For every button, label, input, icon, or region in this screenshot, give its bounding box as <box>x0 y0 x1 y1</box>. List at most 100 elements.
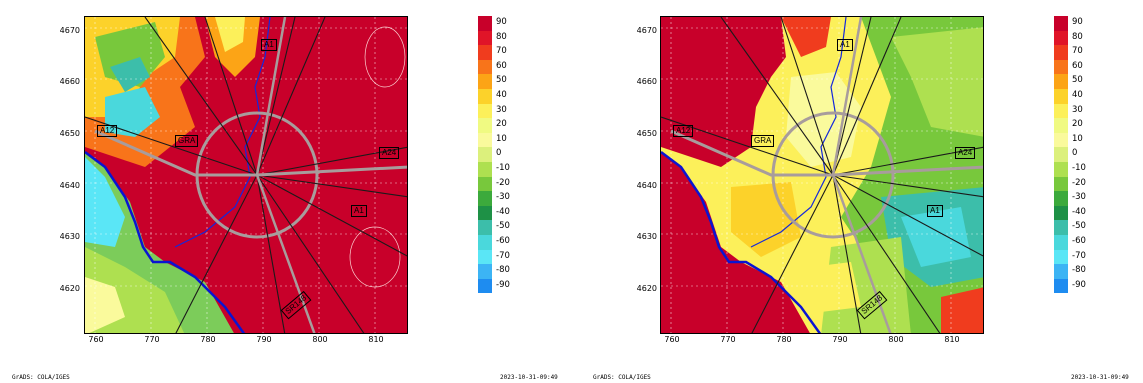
colorbar-segment <box>478 30 492 46</box>
colorbar-label: -70 <box>1072 250 1086 261</box>
y-tick: 4660 <box>636 77 657 86</box>
colorbar-label: -60 <box>496 236 510 246</box>
road-label-a24: A24 <box>955 147 976 159</box>
colorbar-segment <box>478 74 492 89</box>
footer-timestamp: 2023-10-31-09:49 <box>1071 374 1129 381</box>
footer-credit: GrADS: COLA/IGES <box>593 374 651 381</box>
y-tick: 4660 <box>59 77 80 86</box>
colorbar-label: 60 <box>1072 60 1083 71</box>
map-panel-left: 4670 4660 4650 4640 4630 4620 <box>0 0 571 383</box>
colorbar-segment <box>478 147 492 162</box>
colorbar-segment <box>478 132 492 148</box>
footer-timestamp: 2023-10-31-09:49 <box>500 374 558 381</box>
colorbar-segment <box>1054 191 1068 206</box>
y-tick: 4630 <box>636 232 657 241</box>
colorbar-label: 90 <box>496 17 507 27</box>
colorbar-label: 70 <box>1072 46 1083 57</box>
colorbar-label: 60 <box>496 60 507 71</box>
map-panel-right: 4670 4660 4650 4640 4630 4620 <box>571 0 1142 383</box>
colorbar-segment <box>1054 45 1068 60</box>
y-tick: 4640 <box>636 181 657 190</box>
x-tick: 800 <box>312 335 328 344</box>
footer-credit: GrADS: COLA/IGES <box>12 374 70 381</box>
colorbar-label: 40 <box>1072 90 1083 100</box>
colorbar-label: -20 <box>496 177 510 188</box>
colorbar-segment <box>1054 147 1068 162</box>
colorbar-label: -40 <box>1072 206 1086 217</box>
colorbar-segment <box>478 45 492 60</box>
colorbar-segment <box>1054 88 1068 104</box>
y-tick: 4650 <box>59 129 80 138</box>
x-tick: 790 <box>832 335 848 344</box>
colorbar-label: 80 <box>496 31 507 42</box>
x-tick: 770 <box>144 335 160 344</box>
colorbar-segment <box>1054 30 1068 46</box>
colorbar-segment <box>1054 132 1068 148</box>
colorbar-segment <box>478 176 492 192</box>
colorbar-label: -80 <box>1072 265 1086 276</box>
x-tick: 760 <box>664 335 680 344</box>
y-tick: 4630 <box>59 232 80 241</box>
colorbar-label: 20 <box>496 119 507 130</box>
x-tick: 800 <box>888 335 904 344</box>
colorbar-label: -50 <box>496 221 510 232</box>
colorbar-segment <box>478 220 492 235</box>
colorbar-segment <box>1054 59 1068 75</box>
colorbar-segment <box>478 191 492 206</box>
colorbar-label: 10 <box>1072 133 1083 144</box>
colorbar-label: -80 <box>496 265 510 276</box>
colorbar-segment <box>1054 278 1068 294</box>
colorbar-label: -60 <box>1072 236 1086 246</box>
colorbar-label: 90 <box>1072 17 1083 27</box>
x-tick: 780 <box>776 335 792 344</box>
colorbar-label: 20 <box>1072 119 1083 130</box>
colorbar-label: 10 <box>496 133 507 144</box>
colorbar-segment <box>1054 205 1068 221</box>
colorbar-label: -90 <box>496 279 510 290</box>
colorbar-label: 80 <box>1072 31 1083 42</box>
colorbar-segment <box>478 103 492 119</box>
x-tick: 770 <box>720 335 736 344</box>
colorbar-segment <box>1054 16 1068 31</box>
road-label-a12: A12 <box>673 125 694 137</box>
colorbar-segment <box>1054 74 1068 89</box>
field-map: A1 A12 GRA A24 A1 SR148 <box>660 16 984 334</box>
x-tick: 780 <box>200 335 216 344</box>
colorbar-segment <box>1054 161 1068 177</box>
colorbar <box>478 16 492 294</box>
x-tick: 810 <box>368 335 384 344</box>
x-tick: 810 <box>944 335 960 344</box>
colorbar-label: -50 <box>1072 221 1086 232</box>
colorbar-label: -30 <box>496 192 510 203</box>
colorbar-segment <box>478 278 492 294</box>
colorbar-segment <box>1054 176 1068 192</box>
colorbar-segment <box>478 205 492 221</box>
colorbar-segment <box>478 234 492 250</box>
y-tick: 4670 <box>636 26 657 35</box>
road-label-a12: A12 <box>97 125 118 137</box>
y-tick: 4620 <box>59 284 80 293</box>
colorbar-segment <box>478 88 492 104</box>
colorbar-segment <box>1054 118 1068 133</box>
colorbar-label: -90 <box>1072 279 1086 290</box>
colorbar-label: 50 <box>1072 75 1083 86</box>
colorbar-label: -20 <box>1072 177 1086 188</box>
colorbar-label: 70 <box>496 46 507 57</box>
x-tick: 790 <box>256 335 272 344</box>
colorbar-label: 50 <box>496 75 507 86</box>
colorbar-segment <box>1054 249 1068 265</box>
colorbar-segment <box>1054 220 1068 235</box>
colorbar-segment <box>478 118 492 133</box>
colorbar-segment <box>478 161 492 177</box>
colorbar-segment <box>478 264 492 279</box>
colorbar-segment <box>1054 234 1068 250</box>
road-label-a1-south: A1 <box>927 205 943 217</box>
colorbar-label: -40 <box>496 206 510 217</box>
colorbar-segment <box>478 16 492 31</box>
colorbar-label: 30 <box>496 104 507 115</box>
road-label-a1-north: A1 <box>837 39 853 51</box>
colorbar-segment <box>1054 264 1068 279</box>
y-tick: 4640 <box>59 181 80 190</box>
road-label-a1-south: A1 <box>351 205 367 217</box>
road-label-gra: GRA <box>751 135 775 147</box>
